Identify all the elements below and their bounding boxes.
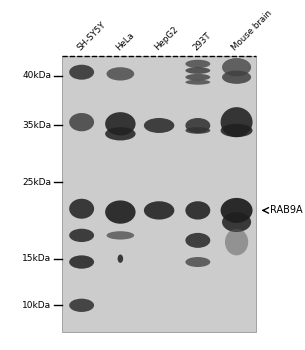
Ellipse shape [69,229,94,242]
Ellipse shape [185,127,210,134]
Ellipse shape [221,198,253,223]
Text: RAB9A: RAB9A [270,205,302,215]
Ellipse shape [105,127,136,140]
Ellipse shape [222,58,251,76]
Ellipse shape [185,201,210,219]
Text: 15kDa: 15kDa [22,254,51,263]
Ellipse shape [185,74,210,80]
Ellipse shape [69,65,94,80]
Ellipse shape [222,212,251,232]
FancyBboxPatch shape [62,56,256,332]
Ellipse shape [144,201,174,219]
Ellipse shape [106,231,134,239]
Ellipse shape [185,80,210,85]
Ellipse shape [69,113,94,131]
Text: 35kDa: 35kDa [22,121,51,130]
Text: HeLa: HeLa [114,30,136,52]
Text: Mouse brain: Mouse brain [230,8,274,52]
Ellipse shape [106,67,134,80]
Text: 40kDa: 40kDa [22,71,51,80]
Ellipse shape [69,299,94,312]
Ellipse shape [185,60,210,68]
Ellipse shape [222,71,251,84]
Ellipse shape [118,254,123,263]
Ellipse shape [69,256,94,269]
Text: 10kDa: 10kDa [22,301,51,310]
Ellipse shape [185,233,210,248]
Ellipse shape [144,118,174,133]
Ellipse shape [69,199,94,219]
Text: 25kDa: 25kDa [22,177,51,187]
Text: 293T: 293T [192,30,213,52]
Ellipse shape [185,118,210,133]
Ellipse shape [185,257,210,267]
Text: HepG2: HepG2 [153,25,180,52]
Ellipse shape [105,201,136,224]
Ellipse shape [221,107,253,137]
Ellipse shape [221,124,253,137]
Ellipse shape [225,229,248,256]
Text: SH-SY5Y: SH-SY5Y [75,20,108,52]
Ellipse shape [105,112,136,135]
Ellipse shape [185,67,210,74]
